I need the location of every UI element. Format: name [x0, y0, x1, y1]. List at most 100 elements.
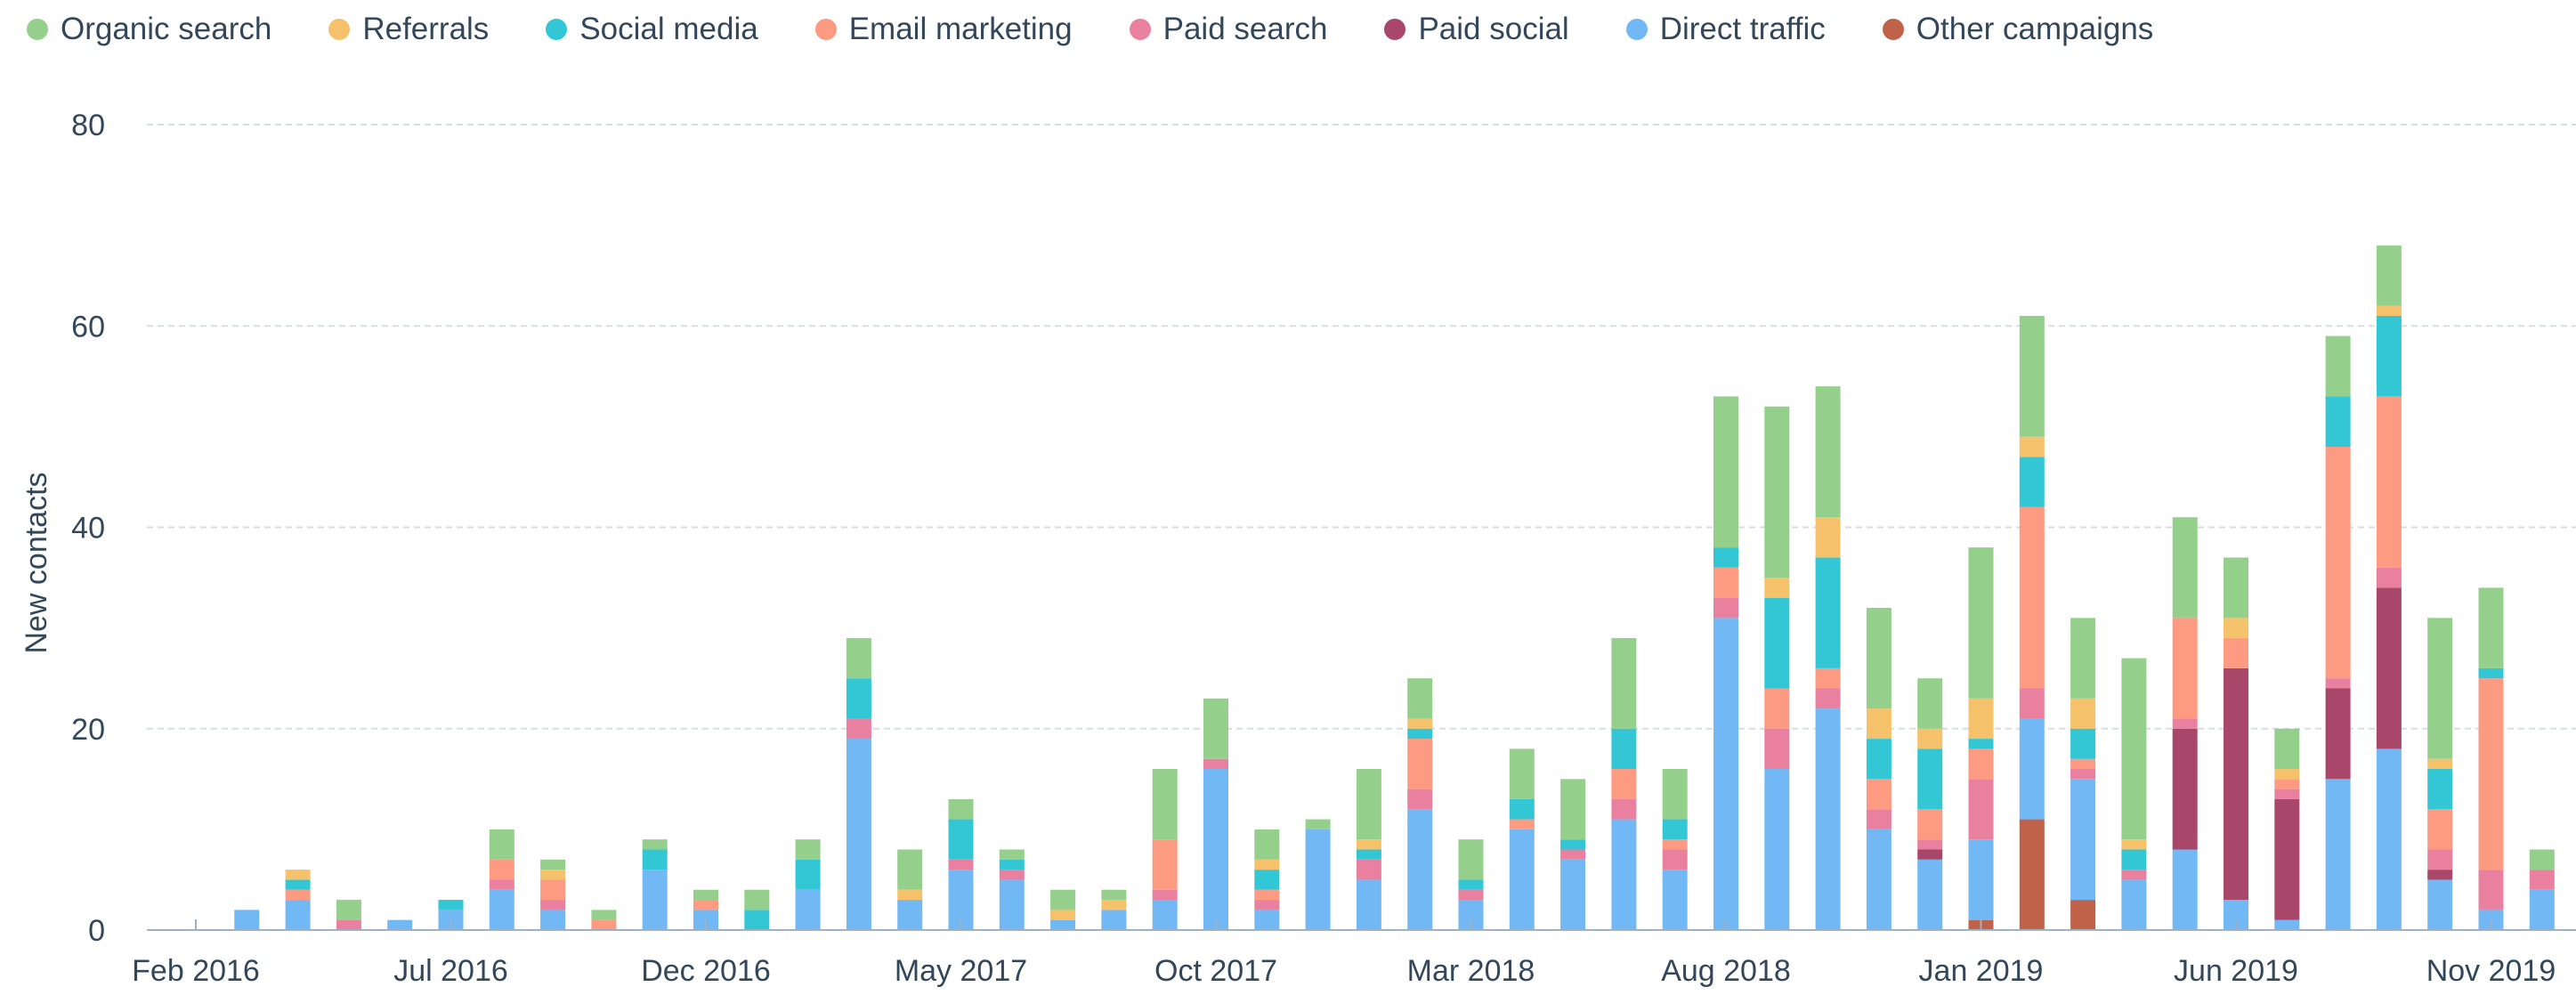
chart-legend: Organic search Referrals Social media Em… [27, 7, 2210, 52]
legend-item-direct-traffic[interactable]: Direct traffic [1625, 12, 1826, 47]
bar-segment [2529, 889, 2555, 930]
legend-item-social-media[interactable]: Social media [546, 12, 758, 47]
bar-segment [2070, 618, 2096, 699]
bar-segment [948, 819, 974, 860]
bar-segment [999, 859, 1025, 870]
bar-segment [1815, 708, 1841, 930]
bar-segment [1764, 597, 1790, 689]
bar-segment [2019, 819, 2045, 930]
bar-segment [1866, 739, 1891, 780]
bar-segment [2325, 396, 2351, 447]
axis-layer: 0 20 40 60 80 New contacts Feb 2016 Jul 2016 Dec… [20, 109, 2576, 988]
bar-segment [2019, 436, 2045, 457]
bar-segment [1764, 769, 1790, 930]
bar-segment [1254, 910, 1280, 930]
bar-segment [2274, 728, 2300, 769]
bar-segment [1662, 769, 1688, 820]
bar-segment [795, 859, 821, 890]
bar-segment [2070, 758, 2096, 769]
bar-segment [2427, 849, 2453, 870]
bar-segment [744, 910, 770, 930]
x-tick-label: Jan 2019 [1919, 954, 2044, 988]
bar-segment [1662, 870, 1688, 930]
x-tick-label: Aug 2018 [1661, 954, 1791, 988]
bar-segment [2172, 517, 2198, 619]
y-tick-label: 40 [71, 512, 105, 546]
legend-item-email-marketing[interactable]: Email marketing [814, 12, 1073, 47]
legend-item-organic-search[interactable]: Organic search [27, 12, 271, 47]
bar-segment [1407, 739, 1433, 789]
bar-segment [1050, 910, 1076, 920]
legend-label: Paid search [1162, 12, 1328, 46]
bar-segment [1203, 758, 1228, 769]
bar-segment [1050, 919, 1076, 930]
bar-segment [1968, 839, 1994, 920]
bar-segment [2070, 698, 2096, 729]
bar-segment [2376, 587, 2402, 749]
bar-segment [591, 910, 617, 920]
bar-segment [1713, 618, 1738, 930]
legend-dot-icon [1129, 19, 1151, 40]
x-tick-label: Jul 2016 [393, 954, 508, 988]
legend-label: Social media [579, 12, 758, 46]
bar-segment [2427, 618, 2453, 759]
bar-segment [795, 839, 821, 860]
bar-segment [2172, 718, 2198, 729]
bar-segment [2070, 769, 2096, 780]
y-tick-label: 0 [88, 914, 105, 948]
bar-segment [1101, 900, 1127, 910]
bar-segment [2427, 809, 2453, 850]
bar-segment [2427, 870, 2453, 880]
bar-segment [2121, 849, 2147, 870]
bar-segment [1866, 809, 1891, 829]
bar-segment [1407, 678, 1433, 719]
bar-segment [1305, 829, 1331, 930]
x-tick-label: May 2017 [895, 954, 1027, 988]
bar-segment [540, 870, 566, 880]
bar-segment [1203, 769, 1228, 930]
bar-segment [2427, 879, 2453, 930]
bar-segment [1458, 839, 1484, 880]
bar-segment [2376, 396, 2402, 568]
bar-segment [1764, 688, 1790, 729]
bar-segment [846, 739, 871, 930]
bar-segment [1713, 567, 1738, 598]
bar-segment [1050, 889, 1076, 910]
bar-segment [2121, 870, 2147, 880]
bar-segment [2427, 758, 2453, 769]
grid-layer [147, 124, 2576, 730]
bar-segment [2376, 245, 2402, 306]
bar-segment [1662, 819, 1688, 840]
bar-segment [1509, 798, 1535, 820]
bar-segment [1968, 779, 1994, 840]
y-tick-label: 80 [71, 109, 105, 142]
bar-segment [2070, 900, 2096, 930]
legend-item-other-campaigns[interactable]: Other campaigns [1882, 12, 2153, 47]
bar-segment [234, 910, 260, 930]
bar-segment [2224, 637, 2248, 668]
bar-segment [336, 900, 361, 920]
legend-item-paid-search[interactable]: Paid search [1129, 12, 1328, 47]
bar-segment [285, 889, 311, 901]
bar-segment [948, 798, 974, 820]
x-tick-label: Jun 2019 [2174, 954, 2298, 988]
bar-segment [1662, 849, 1688, 870]
bar-segment [2019, 688, 2045, 719]
bar-segment [846, 718, 871, 740]
legend-dot-icon [328, 19, 351, 40]
bar-segment [1254, 900, 1280, 910]
bar-segment [1611, 769, 1637, 799]
y-tick-label: 60 [71, 310, 105, 344]
bar-segment [489, 829, 514, 860]
legend-item-paid-social[interactable]: Paid social [1384, 12, 1569, 47]
bar-segment [1611, 728, 1637, 769]
bar-segment [1254, 889, 1280, 901]
legend-item-referrals[interactable]: Referrals [328, 12, 489, 47]
bar-segment [1560, 779, 1586, 840]
bar-segment [1815, 688, 1841, 709]
bar-segment [1917, 748, 1943, 810]
bar-segment [795, 889, 821, 930]
bar-segment [1509, 748, 1535, 799]
bar-segment [438, 900, 464, 910]
